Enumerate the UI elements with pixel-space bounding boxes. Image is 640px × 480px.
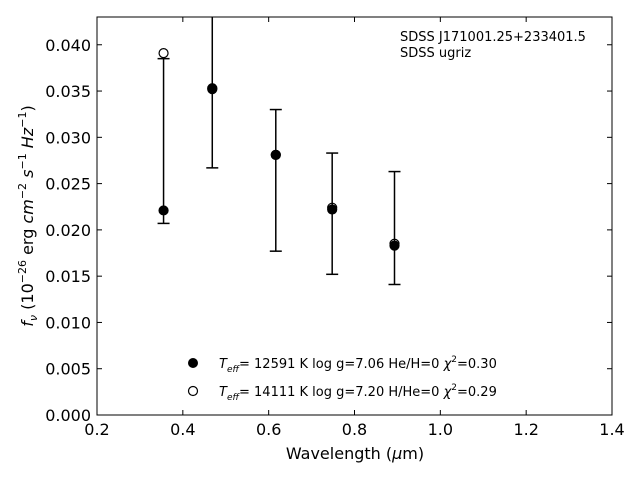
y-tick-label: 0.020	[45, 221, 91, 240]
object-name-annotation: SDSS J171001.25+233401.5	[400, 30, 586, 45]
data-points	[158, 47, 400, 251]
filter-set-annotation: SDSS ugriz	[400, 46, 471, 61]
y-tick-label: 0.035	[45, 82, 91, 101]
model-point-open	[327, 202, 338, 213]
legend-marker-open	[187, 385, 199, 397]
model-point-open	[158, 47, 169, 59]
model-point-open	[389, 238, 400, 249]
y-tick-label: 0.005	[45, 360, 91, 379]
legend-marker-filled	[188, 358, 198, 368]
x-tick-label: 1.4	[599, 420, 624, 439]
y-tick-label: 0.040	[45, 36, 91, 55]
x-tick-label: 0.8	[342, 420, 367, 439]
x-tick-label: 1.0	[428, 420, 453, 439]
model-point-open	[270, 149, 281, 161]
legend: Teff= 12591 K log g=7.06 He/H=0 χ2=0.30 …	[187, 355, 497, 403]
plot-area	[96, 16, 613, 416]
legend-entry-2: Teff= 14111 K log g=7.20 H/He=0 χ2=0.29	[219, 383, 497, 403]
error-bars	[157, 17, 401, 286]
x-tick-label: 0.6	[256, 420, 281, 439]
y-tick-label: 0.000	[45, 406, 91, 425]
y-tick-label: 0.030	[45, 128, 91, 147]
model-point-open	[207, 84, 218, 95]
y-tick-label: 0.010	[45, 313, 91, 332]
legend-entry-1: Teff= 12591 K log g=7.06 He/H=0 χ2=0.30	[219, 355, 497, 375]
y-tick-label: 0.015	[45, 267, 91, 286]
x-tick-label: 1.2	[513, 420, 538, 439]
y-axis-label: fν (10−26 erg cm−2 s−1 Hz−1)	[16, 105, 40, 326]
axis-ticks: 0.2 0.4 0.6 0.8 1.0 1.2 1.4 0.000 0.005 0.010 0.01…	[45, 17, 625, 439]
y-tick-label: 0.025	[45, 175, 91, 194]
x-tick-label: 0.4	[170, 420, 195, 439]
x-axis-label: Wavelength (μm)	[286, 444, 424, 463]
model-point-filled	[158, 205, 169, 216]
x-tick-label: 0.2	[84, 420, 109, 439]
